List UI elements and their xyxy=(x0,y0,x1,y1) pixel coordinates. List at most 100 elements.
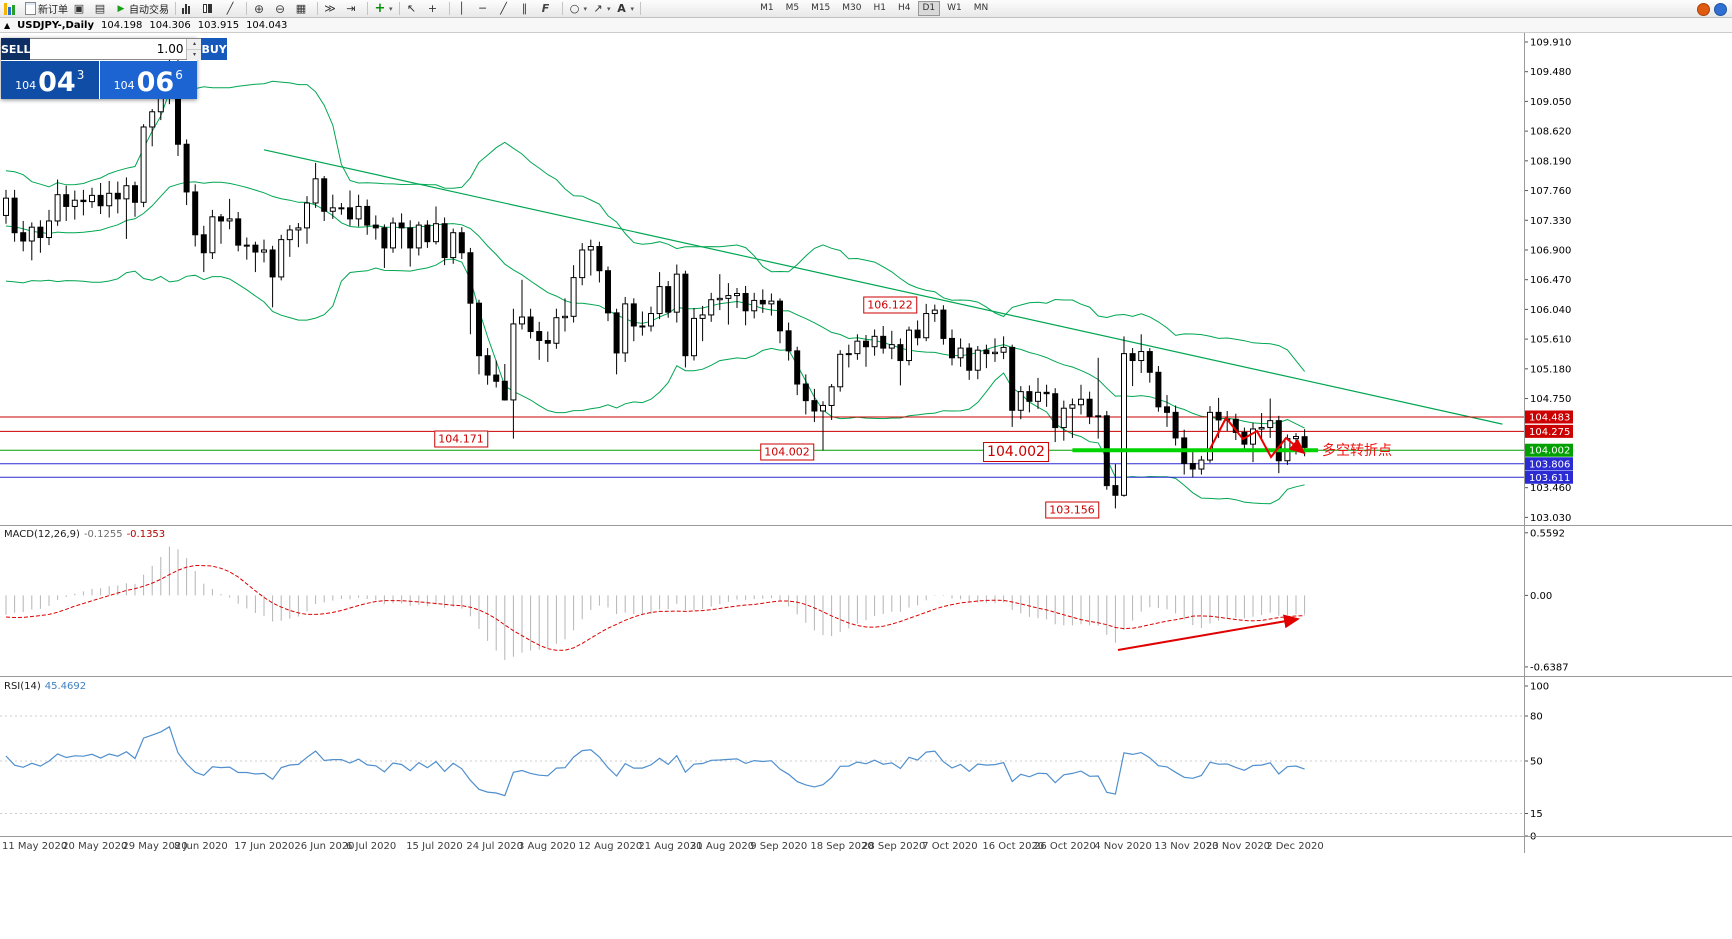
new-order-button[interactable]: 新订单 xyxy=(23,1,70,17)
buy-price-display[interactable]: 104 06 6 xyxy=(99,61,197,99)
shapes-icon[interactable]: ○ ▾ xyxy=(567,1,590,17)
auto-scroll-icon[interactable]: ≫ xyxy=(322,1,342,17)
candlestick-chart-icon[interactable] xyxy=(201,1,221,17)
candle xyxy=(71,190,78,220)
chevron-down-icon: ▾ xyxy=(389,4,393,13)
candle xyxy=(407,220,414,267)
price-tag xyxy=(1525,457,1573,471)
sell-price-display[interactable]: 104 04 3 xyxy=(1,61,99,99)
candle xyxy=(37,220,44,253)
chart-area[interactable]: 109.910 109.480 109.050 108.620 108.190 107.7… xyxy=(0,33,1732,939)
timeframe-m30[interactable]: M30 xyxy=(842,3,862,13)
timeframe-h1[interactable]: H1 xyxy=(873,3,887,13)
indicators-icon[interactable]: + ▾ xyxy=(372,1,395,17)
line-chart-icon[interactable]: ╱ xyxy=(222,1,242,17)
fibonacci-icon[interactable]: F xyxy=(538,1,558,17)
zoom-in-icon[interactable]: ⊕ xyxy=(251,1,271,17)
tile-windows-icon-glyph: ▦ xyxy=(295,1,307,15)
price-axis-label: 109.480 xyxy=(1530,67,1571,78)
toolbar-separator xyxy=(398,2,400,15)
date-label: 24 Jul 2020 xyxy=(466,841,523,852)
chevron-down-icon: ▾ xyxy=(607,4,611,13)
volume-input[interactable] xyxy=(30,39,187,59)
candle xyxy=(992,338,998,362)
price-axis-label: 103.030 xyxy=(1530,513,1571,524)
sell-button[interactable]: SELL xyxy=(1,38,31,60)
timeframe-mn[interactable]: MN xyxy=(973,3,989,13)
buy-button[interactable]: BUY xyxy=(201,38,227,60)
macd-axis-label: 0.5592 xyxy=(1530,528,1565,539)
crosshair-icon[interactable]: + xyxy=(425,1,445,17)
candle xyxy=(1095,357,1102,439)
candle xyxy=(441,217,448,266)
chart-shift-icon[interactable]: ⇥ xyxy=(343,1,363,17)
candle xyxy=(304,196,310,244)
timeframe-w1[interactable]: W1 xyxy=(947,3,962,13)
bar-chart-icon[interactable] xyxy=(180,1,200,17)
candle xyxy=(974,346,981,380)
timeframe-d1[interactable]: D1 xyxy=(917,1,941,16)
timeframe-m15[interactable]: M15 xyxy=(811,3,831,13)
candle xyxy=(802,374,809,415)
price-axis-label: 106.470 xyxy=(1530,275,1571,286)
mt-logo-icon[interactable] xyxy=(2,1,22,17)
candle xyxy=(906,326,912,366)
candle xyxy=(854,334,861,360)
date-label: 31 Aug 2020 xyxy=(690,841,754,852)
timeframe-m1[interactable]: M1 xyxy=(760,3,774,13)
toolbar-separator xyxy=(367,2,368,15)
candle xyxy=(364,199,371,235)
date-label: 9 Sep 2020 xyxy=(750,841,807,852)
price-tag-label: 104.483 xyxy=(1529,412,1570,423)
profiles-icon[interactable]: ▤ xyxy=(92,1,112,17)
candle xyxy=(579,243,586,286)
horizontal-line-icon[interactable]: ─ xyxy=(475,1,495,17)
volume-increase-button[interactable]: ▴ xyxy=(187,39,202,50)
alerts-status-icon[interactable] xyxy=(1697,3,1710,16)
ohlc-low: 103.915 xyxy=(197,19,240,31)
text-label-icon-glyph: A xyxy=(617,1,626,15)
price-axis-label: 107.760 xyxy=(1530,186,1571,197)
candle xyxy=(209,209,216,259)
vertical-line-icon-glyph: │ xyxy=(458,1,465,15)
chart-window-icon-glyph: ▣ xyxy=(73,1,85,15)
cursor-icon[interactable]: ↖ xyxy=(404,1,424,17)
zoom-out-icon[interactable]: ⊖ xyxy=(272,1,292,17)
equidistant-channel-icon[interactable]: ∥ xyxy=(517,1,537,17)
descending-trendline[interactable] xyxy=(263,149,1503,425)
candle xyxy=(639,311,646,336)
candle xyxy=(200,225,207,273)
tile-windows-icon[interactable]: ▦ xyxy=(293,1,313,17)
candle xyxy=(562,298,568,332)
chart-window-icon[interactable]: ▣ xyxy=(71,1,91,17)
candle xyxy=(329,194,336,219)
arrows-icon[interactable]: ↗ ▾ xyxy=(590,1,613,17)
new-order-glyph xyxy=(25,2,36,15)
candle xyxy=(458,227,465,259)
timeframe-m5[interactable]: M5 xyxy=(785,3,800,13)
volume-decrease-button[interactable]: ▾ xyxy=(187,50,202,60)
rsi-axis-label: 100 xyxy=(1530,682,1549,693)
text-label-icon[interactable]: A ▾ xyxy=(614,1,637,17)
timeframe-h4[interactable]: H4 xyxy=(898,3,911,13)
macd-trend-arrow[interactable] xyxy=(1117,614,1300,651)
one-click-trading-panel: SELL ▴ ▾ BUY 104 04 3 104 06 6 xyxy=(1,38,227,99)
toolbar-separator xyxy=(317,2,318,15)
date-label: 13 Nov 2020 xyxy=(1154,841,1218,852)
toolbar: 新订单 ▣ ▤ ▶ 自动交易 ╱ ⊕ ⊖ ▦ ≫ ⇥ + ▾ ↖ + │ ─ ╱ ∥ F ○ ▾ ↗ ▾ A ▾ M1 M5 M15 M3… xyxy=(0,0,1732,18)
connection-status-icon[interactable] xyxy=(1714,3,1727,16)
vertical-line-icon[interactable]: │ xyxy=(454,1,474,17)
autotrading-button[interactable]: ▶ 自动交易 xyxy=(113,1,171,17)
price-tag-label: 103.611 xyxy=(1529,473,1570,484)
trendline-icon[interactable]: ╱ xyxy=(496,1,516,17)
candle xyxy=(46,209,52,246)
candle xyxy=(493,360,500,388)
candle xyxy=(691,308,697,361)
candle xyxy=(140,124,147,208)
rsi-axis-label: 15 xyxy=(1530,809,1543,820)
candle xyxy=(1207,406,1213,463)
candle xyxy=(699,305,706,342)
price-tag xyxy=(1525,424,1573,438)
zigzag-annotation[interactable] xyxy=(1209,416,1306,459)
